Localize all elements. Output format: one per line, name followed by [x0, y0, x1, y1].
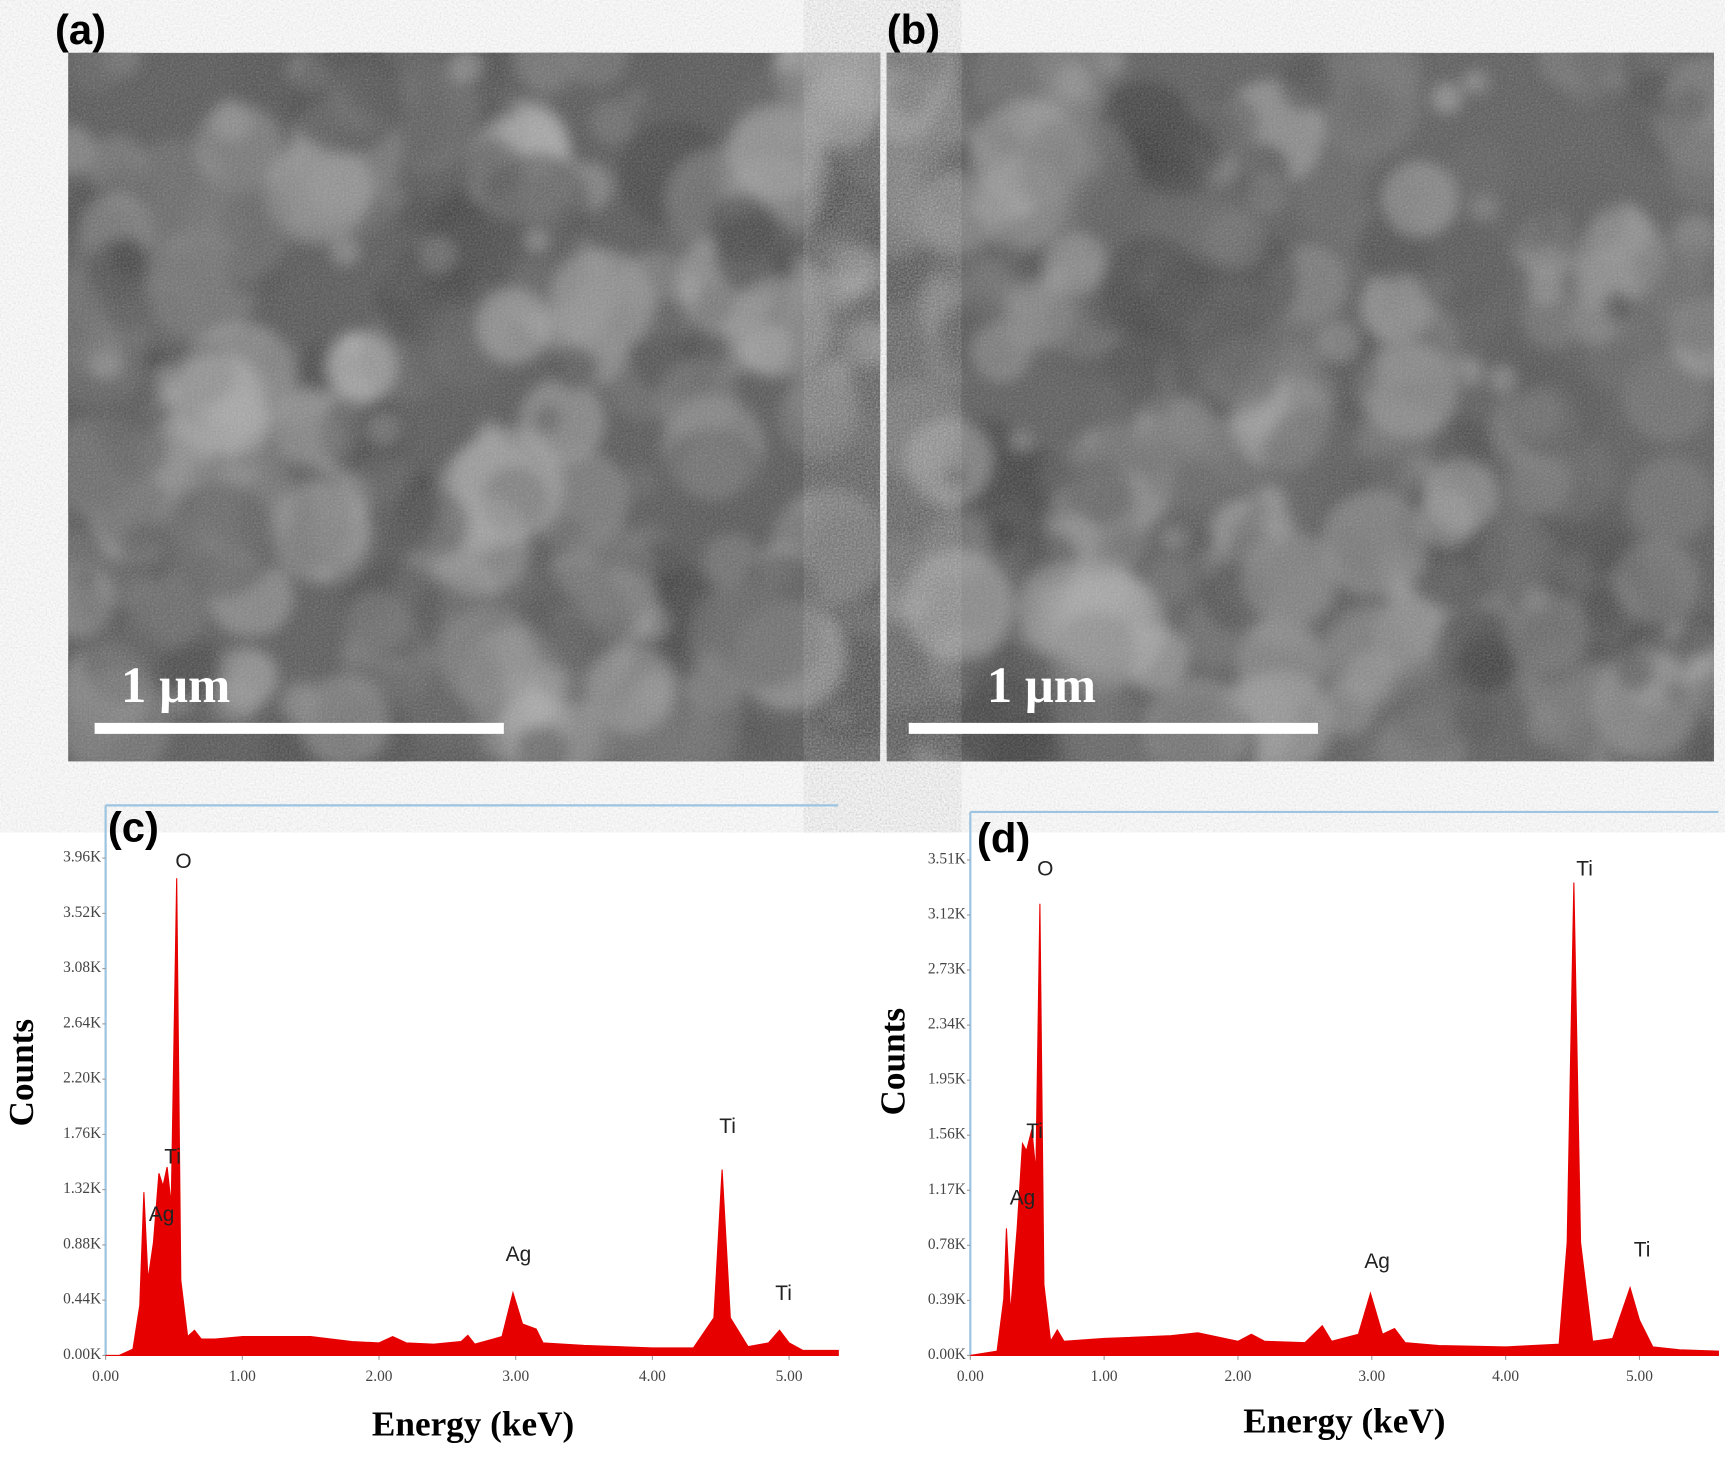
peak-label: Ti [1634, 1239, 1651, 1262]
x-tick-label: 2.00 [366, 1368, 393, 1385]
y-tick-label: 1.76K [63, 1125, 101, 1142]
x-tick-label: 0.00 [92, 1368, 119, 1385]
y-tick-label: 0.39K [928, 1291, 966, 1308]
y-axis-label: Counts [2, 1019, 41, 1127]
x-tick-label: 0.00 [957, 1368, 984, 1385]
panel-label: (a) [55, 6, 106, 53]
scale-bar-label: 1 µm [987, 657, 1096, 713]
peak-label: Ti [1576, 857, 1593, 880]
y-axis-label: Counts [873, 1008, 912, 1116]
panel-label: (b) [887, 6, 940, 53]
y-tick-label: 3.12K [928, 906, 966, 923]
y-tick-label: 0.00K [63, 1346, 101, 1363]
x-axis-label: Energy (keV) [372, 1405, 574, 1444]
y-tick-label: 0.44K [63, 1291, 101, 1308]
x-axis-label: Energy (keV) [1243, 1401, 1445, 1440]
x-tick-label: 5.00 [1626, 1368, 1653, 1385]
peak-label: O [175, 850, 191, 873]
x-tick-label: 4.00 [639, 1368, 666, 1385]
x-tick-label: 1.00 [229, 1368, 256, 1385]
y-tick-label: 1.56K [928, 1126, 966, 1143]
peak-label: Ag [506, 1243, 532, 1266]
y-tick-label: 0.78K [928, 1236, 966, 1253]
peak-label: Ti [719, 1115, 736, 1138]
y-tick-label: 3.52K [63, 904, 101, 921]
peak-label: Ag [1010, 1186, 1036, 1209]
peak-label: Ti [1026, 1120, 1043, 1143]
peak-label: Ag [149, 1203, 175, 1226]
spectrum-area [970, 882, 1719, 1356]
x-tick-label: 4.00 [1492, 1368, 1519, 1385]
y-tick-label: 1.32K [63, 1180, 101, 1197]
y-tick-label: 3.96K [63, 849, 101, 866]
peak-label: Ag [1364, 1250, 1390, 1273]
peak-label: Ti [775, 1282, 792, 1305]
peak-label: Ti [164, 1145, 181, 1168]
scale-bar-label: 1 µm [121, 657, 230, 713]
y-tick-label: 1.17K [928, 1181, 966, 1198]
y-tick-label: 1.95K [928, 1071, 966, 1088]
y-tick-label: 3.51K [928, 850, 966, 867]
y-tick-label: 0.00K [928, 1346, 966, 1363]
y-tick-label: 2.73K [928, 961, 966, 978]
peak-label: O [1037, 857, 1053, 880]
y-tick-label: 2.34K [928, 1016, 966, 1033]
x-tick-label: 1.00 [1091, 1368, 1118, 1385]
y-tick-label: 3.08K [63, 959, 101, 976]
x-tick-label: 5.00 [776, 1368, 803, 1385]
spectrum-area [105, 878, 839, 1356]
y-tick-label: 2.64K [63, 1014, 101, 1031]
sem-grain [68, 52, 881, 762]
x-tick-label: 3.00 [1358, 1368, 1385, 1385]
x-tick-label: 2.00 [1224, 1368, 1251, 1385]
panel-label: (d) [977, 815, 1030, 862]
sem-grain [886, 52, 1714, 762]
x-tick-label: 3.00 [502, 1368, 529, 1385]
y-tick-label: 0.88K [63, 1235, 101, 1252]
panel-label: (c) [108, 804, 159, 851]
y-tick-label: 2.20K [63, 1070, 101, 1087]
